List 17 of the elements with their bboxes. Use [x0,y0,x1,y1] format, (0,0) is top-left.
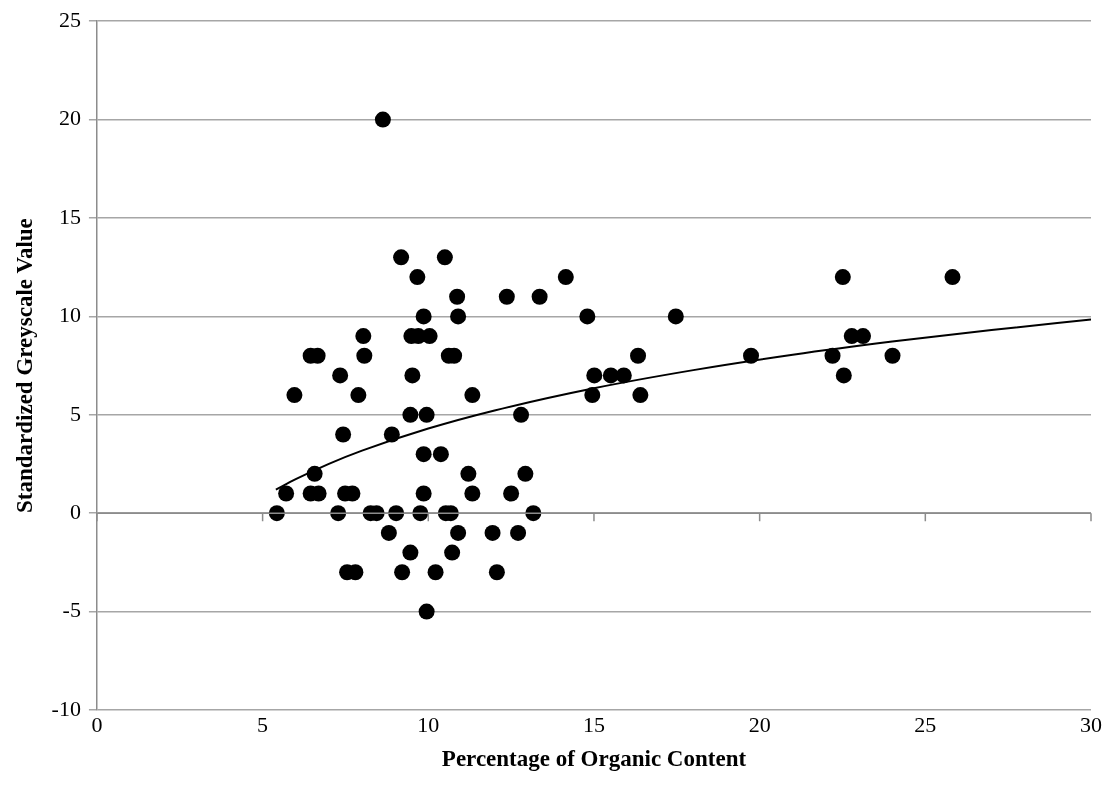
x-tick-label: 5 [257,711,269,737]
x-tick-label: 25 [914,711,937,737]
y-tick-label: -10 [51,695,81,721]
y-tick-label: 10 [58,302,81,328]
x-tick-label: 10 [417,711,440,737]
y-tick-label: 20 [58,105,81,131]
x-axis-title: Percentage of Organic Content [441,746,747,772]
y-tick-label: 0 [69,498,81,524]
y-axis-title: Standardized Greyscale Value [11,218,37,513]
y-tick-label: 25 [58,6,81,32]
x-tick-label: 30 [1080,711,1102,737]
x-tick-label: 20 [748,711,771,737]
y-tick-label: 5 [69,400,81,426]
y-tick-label: -5 [62,597,81,623]
x-tick-label: 0 [91,711,103,737]
y-tick-label: 15 [58,203,81,229]
x-tick-label: 15 [582,711,605,737]
